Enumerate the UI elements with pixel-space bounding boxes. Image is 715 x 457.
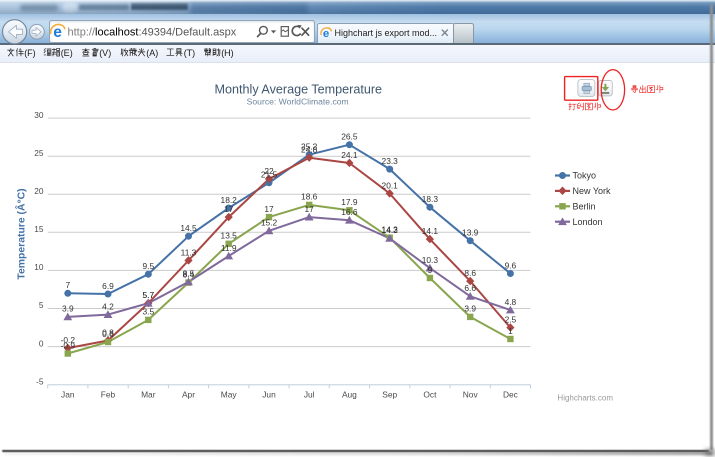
svg-text:4.2: 4.2 <box>102 301 114 311</box>
svg-text:2.5: 2.5 <box>505 314 517 324</box>
svg-text:20: 20 <box>34 186 44 196</box>
svg-text:1: 1 <box>508 326 513 336</box>
svg-text:15.2: 15.2 <box>261 218 278 228</box>
svg-text:11.3: 11.3 <box>181 247 197 257</box>
svg-text:9.6: 9.6 <box>505 260 517 270</box>
svg-text:London: London <box>573 217 603 227</box>
svg-text:22: 22 <box>264 166 274 176</box>
svg-text:Highcharts.com: Highcharts.com <box>557 393 613 402</box>
svg-text:Aug: Aug <box>342 390 357 400</box>
svg-text:e: e <box>323 28 329 40</box>
svg-text:17: 17 <box>224 204 234 214</box>
svg-text:17: 17 <box>264 204 274 214</box>
svg-text:Berlin: Berlin <box>573 202 596 212</box>
svg-text:(V): (V) <box>99 48 111 58</box>
svg-text:Sep: Sep <box>382 390 397 400</box>
svg-text:0.6: 0.6 <box>102 329 114 339</box>
svg-text:10: 10 <box>34 262 44 272</box>
svg-text:Mar: Mar <box>141 390 156 400</box>
svg-text:Apr: Apr <box>182 390 195 400</box>
svg-text:17: 17 <box>305 204 315 214</box>
svg-text:0: 0 <box>39 338 44 348</box>
svg-text:Monthly Average Temperature: Monthly Average Temperature <box>215 83 383 97</box>
svg-text:21.5: 21.5 <box>261 170 278 180</box>
svg-text:20.1: 20.1 <box>382 180 399 190</box>
svg-text:8.4: 8.4 <box>183 269 195 279</box>
svg-text:23.3: 23.3 <box>382 156 399 166</box>
svg-text:Tokyo: Tokyo <box>573 171 597 181</box>
svg-text:Source: WorldClimate.com: Source: WorldClimate.com <box>247 97 349 107</box>
svg-text:9: 9 <box>428 265 433 275</box>
svg-text:(H): (H) <box>221 48 234 58</box>
svg-text:5: 5 <box>39 300 44 310</box>
svg-text:Temperature (Â°C): Temperature (Â°C) <box>14 188 27 279</box>
svg-text:17.9: 17.9 <box>341 197 358 207</box>
svg-text:5.7: 5.7 <box>142 290 154 300</box>
svg-text:http://localhost:49394/Default: http://localhost:49394/Default.aspx <box>68 26 237 38</box>
svg-text:-5: -5 <box>36 376 44 386</box>
svg-text:30: 30 <box>34 110 44 120</box>
svg-text:Dec: Dec <box>503 390 518 400</box>
svg-text:7: 7 <box>65 280 70 290</box>
svg-text:14.1: 14.1 <box>422 226 439 236</box>
svg-text:Oct: Oct <box>423 390 437 400</box>
svg-text:Feb: Feb <box>101 390 116 400</box>
svg-text:15: 15 <box>34 224 44 234</box>
svg-text:25.2: 25.2 <box>301 142 318 152</box>
svg-text:New York: New York <box>573 186 612 196</box>
svg-text:3.9: 3.9 <box>464 304 476 314</box>
svg-text:25: 25 <box>34 148 44 158</box>
svg-text:3.5: 3.5 <box>142 307 154 317</box>
svg-text:May: May <box>221 390 238 400</box>
svg-text:14.5: 14.5 <box>180 223 197 233</box>
svg-text:3.9: 3.9 <box>62 304 74 314</box>
svg-text:14.3: 14.3 <box>382 225 399 235</box>
svg-text:18.2: 18.2 <box>221 195 238 205</box>
svg-text:Highchart js export mod...: Highchart js export mod... <box>335 28 438 38</box>
svg-text:13.9: 13.9 <box>462 228 479 238</box>
svg-text:26.5: 26.5 <box>341 132 358 142</box>
svg-text:24.8: 24.8 <box>301 145 318 155</box>
svg-text:14.2: 14.2 <box>382 225 399 235</box>
svg-text:Nov: Nov <box>463 390 479 400</box>
svg-text:(T): (T) <box>184 48 196 58</box>
svg-text:(F): (F) <box>24 48 36 58</box>
svg-text:Jun: Jun <box>262 390 276 400</box>
svg-text:-0.9: -0.9 <box>61 340 76 350</box>
svg-text:18.6: 18.6 <box>301 192 318 202</box>
svg-text:16.6: 16.6 <box>341 207 358 217</box>
svg-text:8.5: 8.5 <box>183 269 195 279</box>
svg-text:Jan: Jan <box>61 390 75 400</box>
svg-text:0.8: 0.8 <box>102 327 114 337</box>
svg-text:-0.2: -0.2 <box>61 335 76 345</box>
svg-text:4.8: 4.8 <box>505 297 517 307</box>
svg-text:(E): (E) <box>61 48 73 58</box>
svg-text:9.5: 9.5 <box>142 261 154 271</box>
svg-text:10.3: 10.3 <box>422 255 439 265</box>
svg-text:(A): (A) <box>146 48 158 58</box>
svg-text:13.5: 13.5 <box>221 231 238 241</box>
svg-text:8.6: 8.6 <box>464 268 476 278</box>
svg-text:18.3: 18.3 <box>422 194 439 204</box>
svg-text:24.1: 24.1 <box>341 150 358 160</box>
svg-text:5.7: 5.7 <box>142 290 154 300</box>
svg-text:11.9: 11.9 <box>221 243 237 253</box>
svg-text:Jul: Jul <box>304 390 315 400</box>
svg-text:e: e <box>53 24 62 41</box>
svg-text:6.9: 6.9 <box>102 281 114 291</box>
svg-text:6.6: 6.6 <box>464 283 476 293</box>
